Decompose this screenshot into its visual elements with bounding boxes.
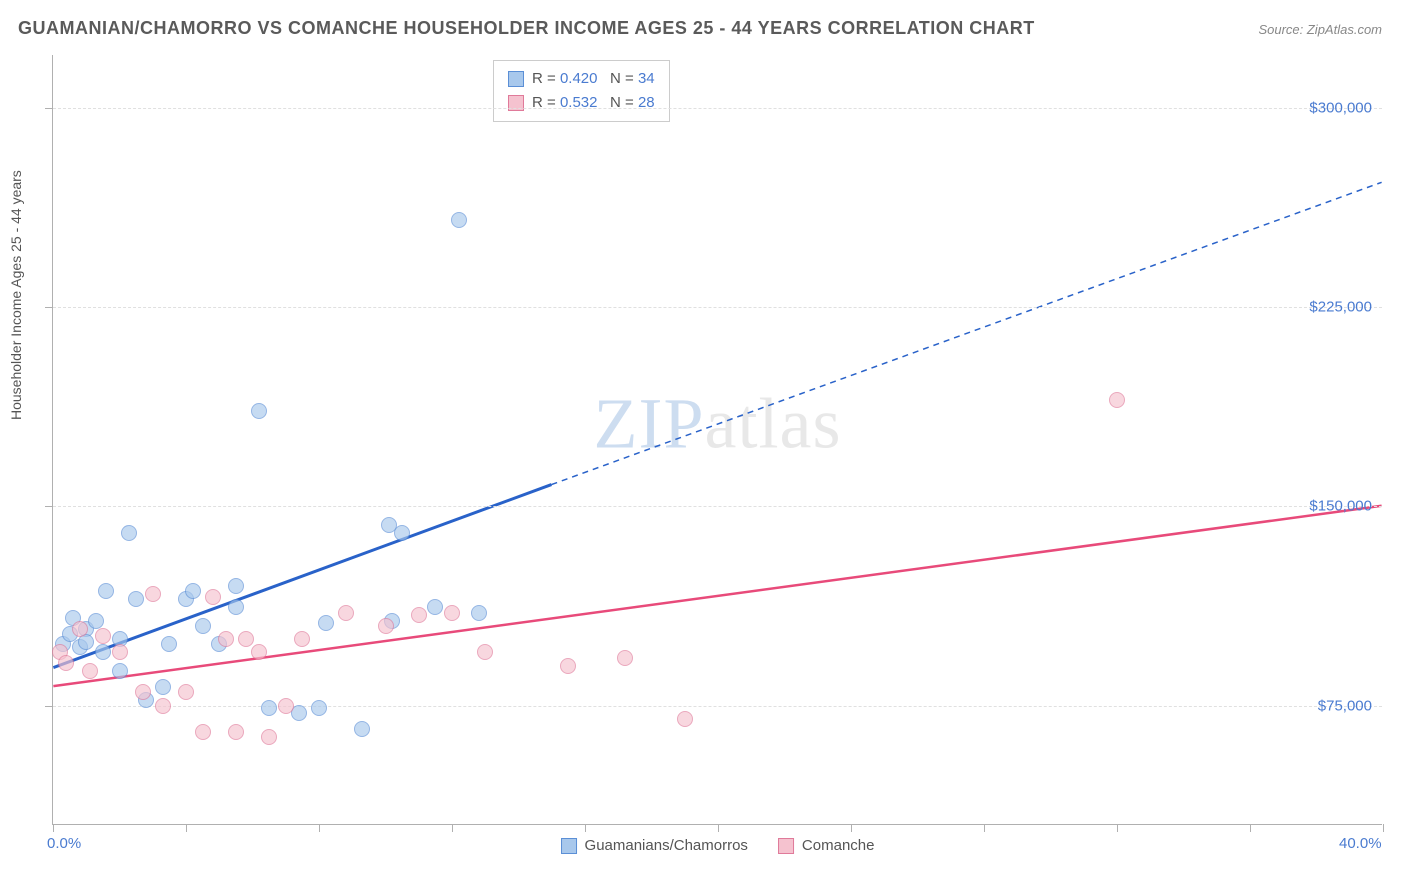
data-point-guamanians — [251, 403, 267, 419]
series-legend: Guamanians/Chamorros Comanche — [561, 837, 875, 854]
data-point-guamanians — [291, 705, 307, 721]
chart-container: GUAMANIAN/CHAMORRO VS COMANCHE HOUSEHOLD… — [0, 0, 1406, 892]
data-point-comanche — [112, 644, 128, 660]
y-tick-label: $150,000 — [1309, 498, 1372, 515]
data-point-comanche — [58, 655, 74, 671]
data-point-guamanians — [261, 700, 277, 716]
x-tick — [319, 824, 320, 832]
data-point-comanche — [411, 607, 427, 623]
data-point-guamanians — [311, 700, 327, 716]
gridline-h — [53, 506, 1382, 507]
gridline-h — [53, 706, 1382, 707]
y-tick — [45, 108, 53, 109]
chart-title: GUAMANIAN/CHAMORRO VS COMANCHE HOUSEHOLD… — [18, 18, 1035, 39]
x-tick — [186, 824, 187, 832]
legend-label: Guamanians/Chamorros — [585, 837, 748, 854]
y-tick — [45, 307, 53, 308]
data-point-guamanians — [471, 605, 487, 621]
watermark-zip: ZIP — [594, 384, 705, 464]
legend-item-comanche: Comanche — [778, 837, 875, 854]
trend-line-solid — [53, 506, 1381, 686]
x-tick — [984, 824, 985, 832]
y-tick-label: $225,000 — [1309, 299, 1372, 316]
source-attribution: Source: ZipAtlas.com — [1258, 22, 1382, 37]
y-axis-label: Householder Income Ages 25 - 44 years — [8, 170, 24, 420]
x-tick — [1250, 824, 1251, 832]
data-point-guamanians — [318, 615, 334, 631]
data-point-comanche — [195, 724, 211, 740]
data-point-guamanians — [185, 583, 201, 599]
data-point-comanche — [444, 605, 460, 621]
trend-lines-svg — [53, 55, 1382, 824]
x-tick — [452, 824, 453, 832]
data-point-comanche — [477, 644, 493, 660]
data-point-comanche — [228, 724, 244, 740]
trend-line-dashed — [551, 182, 1381, 484]
x-tick — [718, 824, 719, 832]
x-tick — [53, 824, 54, 832]
swatch-blue-icon — [561, 838, 577, 854]
data-point-guamanians — [98, 583, 114, 599]
stats-row-pink: R = 0.532 N = 28 — [508, 91, 655, 115]
data-point-guamanians — [427, 599, 443, 615]
gridline-h — [53, 307, 1382, 308]
data-point-guamanians — [88, 613, 104, 629]
data-point-comanche — [251, 644, 267, 660]
data-point-comanche — [560, 658, 576, 674]
data-point-guamanians — [95, 644, 111, 660]
y-tick — [45, 506, 53, 507]
x-tick — [1383, 824, 1384, 832]
data-point-comanche — [155, 698, 171, 714]
data-point-guamanians — [161, 636, 177, 652]
data-point-guamanians — [128, 591, 144, 607]
data-point-comanche — [145, 586, 161, 602]
data-point-comanche — [178, 684, 194, 700]
data-point-guamanians — [394, 525, 410, 541]
data-point-guamanians — [195, 618, 211, 634]
data-point-comanche — [205, 589, 221, 605]
data-point-comanche — [218, 631, 234, 647]
stats-legend: R = 0.420 N = 34 R = 0.532 N = 28 — [493, 60, 670, 122]
plot-area: ZIPatlas R = 0.420 N = 34 R = 0.532 N = … — [52, 55, 1382, 825]
y-tick — [45, 706, 53, 707]
legend-label: Comanche — [802, 837, 875, 854]
data-point-guamanians — [354, 721, 370, 737]
data-point-comanche — [378, 618, 394, 634]
data-point-guamanians — [228, 578, 244, 594]
watermark-atlas: atlas — [705, 384, 842, 464]
y-tick-label: $75,000 — [1318, 697, 1372, 714]
data-point-guamanians — [155, 679, 171, 695]
x-tick-label: 40.0% — [1339, 835, 1382, 852]
x-tick — [1117, 824, 1118, 832]
swatch-blue-icon — [508, 71, 524, 87]
data-point-comanche — [338, 605, 354, 621]
data-point-comanche — [1109, 392, 1125, 408]
y-tick-label: $300,000 — [1309, 100, 1372, 117]
data-point-comanche — [278, 698, 294, 714]
data-point-guamanians — [112, 663, 128, 679]
data-point-comanche — [261, 729, 277, 745]
swatch-pink-icon — [778, 838, 794, 854]
data-point-comanche — [72, 621, 88, 637]
data-point-comanche — [135, 684, 151, 700]
data-point-comanche — [95, 628, 111, 644]
data-point-comanche — [238, 631, 254, 647]
x-tick — [585, 824, 586, 832]
x-tick — [851, 824, 852, 832]
legend-item-guamanians: Guamanians/Chamorros — [561, 837, 748, 854]
data-point-comanche — [677, 711, 693, 727]
watermark: ZIPatlas — [594, 383, 842, 466]
data-point-comanche — [82, 663, 98, 679]
data-point-comanche — [617, 650, 633, 666]
data-point-guamanians — [228, 599, 244, 615]
stats-row-blue: R = 0.420 N = 34 — [508, 67, 655, 91]
gridline-h — [53, 108, 1382, 109]
stats-text-blue: R = 0.420 N = 34 — [532, 67, 655, 91]
stats-text-pink: R = 0.532 N = 28 — [532, 91, 655, 115]
x-tick-label: 0.0% — [47, 835, 81, 852]
data-point-guamanians — [121, 525, 137, 541]
data-point-guamanians — [451, 212, 467, 228]
data-point-comanche — [294, 631, 310, 647]
